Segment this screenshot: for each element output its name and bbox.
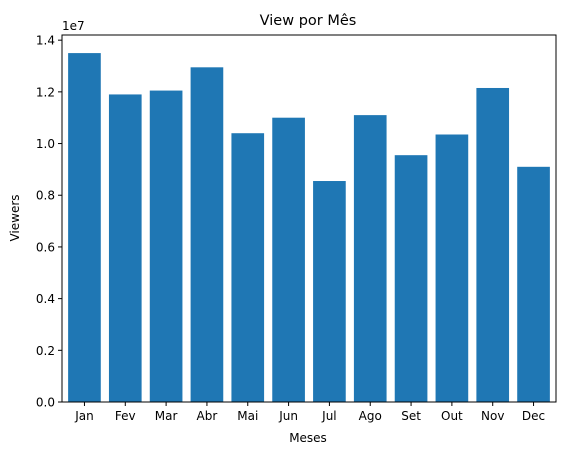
x-tick-label: Fev bbox=[115, 409, 136, 423]
x-axis-label: Meses bbox=[289, 431, 327, 445]
y-tick-label: 1.2 bbox=[36, 85, 55, 99]
y-axis-offset-label: 1e7 bbox=[62, 19, 85, 33]
bar-mai bbox=[231, 133, 265, 402]
x-tick-label: Nov bbox=[481, 409, 504, 423]
x-tick-label: Jan bbox=[74, 409, 94, 423]
bar-nov bbox=[476, 87, 510, 402]
bar-jul bbox=[313, 181, 346, 402]
x-tick-label: Jun bbox=[278, 409, 298, 423]
y-tick-label: 0.4 bbox=[36, 292, 55, 306]
x-tick-label: Jul bbox=[321, 409, 336, 423]
bar-ago bbox=[353, 115, 387, 403]
bar-fev bbox=[108, 94, 142, 402]
y-tick-label: 0.8 bbox=[36, 189, 55, 203]
y-tick-label: 1.0 bbox=[36, 137, 55, 151]
chart-title: View por Mês bbox=[260, 13, 357, 29]
x-tick-label: Abr bbox=[197, 409, 218, 423]
y-tick-label: 1.4 bbox=[36, 34, 55, 48]
x-tick-label: Out bbox=[441, 409, 463, 423]
x-tick-label: Mar bbox=[155, 409, 178, 423]
bars-group bbox=[68, 53, 550, 403]
bar-out bbox=[435, 134, 469, 402]
x-tick-label: Mai bbox=[237, 409, 258, 423]
x-tick-label: Dec bbox=[522, 409, 545, 423]
bar-jun bbox=[272, 117, 305, 402]
y-axis-label: Viewers bbox=[8, 194, 22, 241]
x-tick-label: Ago bbox=[359, 409, 382, 423]
x-tick-label: Set bbox=[401, 409, 421, 423]
bar-abr bbox=[190, 67, 224, 402]
y-tick-label: 0.2 bbox=[36, 344, 55, 358]
bar-jan bbox=[68, 53, 101, 403]
bar-set bbox=[394, 155, 428, 402]
bar-dec bbox=[517, 166, 550, 402]
plot-frame bbox=[61, 34, 557, 403]
y-tick-label: 0.6 bbox=[36, 240, 55, 254]
y-tick-label: 0.0 bbox=[36, 396, 55, 410]
x-axis-ticks: Jan Fev Mar Abr Mai Jun Jul Ago Set Out Nov Dec bbox=[74, 402, 545, 423]
y-axis-ticks: 0.0 0.2 0.4 0.6 0.8 1.0 1.2 1.4 bbox=[36, 34, 62, 410]
bar-mar bbox=[149, 90, 183, 402]
